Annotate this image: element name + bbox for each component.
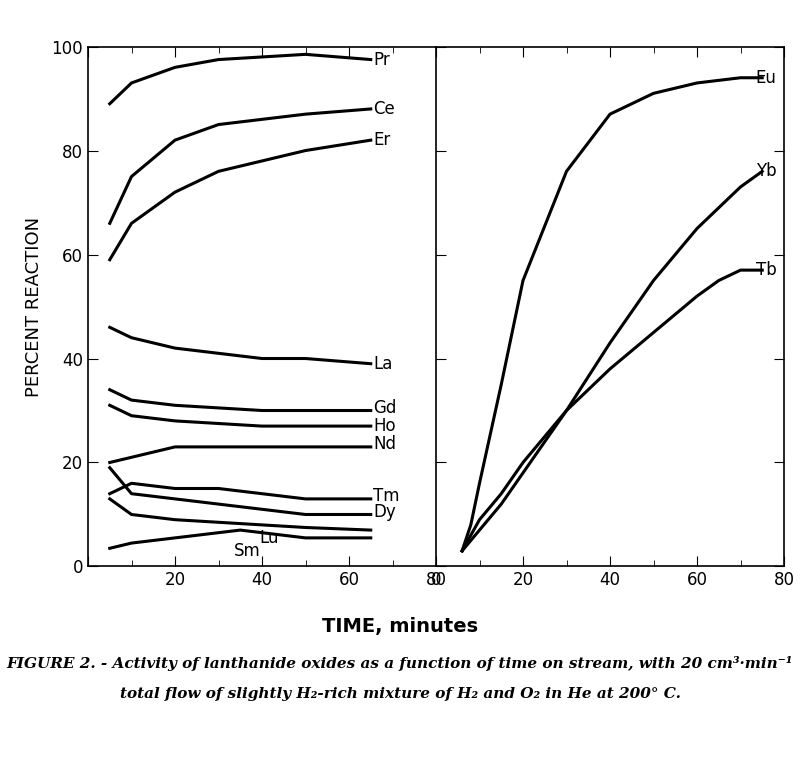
Text: La: La [373,355,392,372]
Y-axis label: PERCENT REACTION: PERCENT REACTION [25,217,43,397]
Text: Er: Er [373,131,390,149]
Text: Pr: Pr [373,50,390,68]
Text: Yb: Yb [756,162,776,180]
Text: Eu: Eu [756,69,777,87]
Text: Tm: Tm [373,487,399,505]
Text: Ce: Ce [373,100,394,118]
Text: Dy: Dy [373,503,396,521]
Text: total flow of slightly H₂-rich mixture of H₂ and O₂ in He at 200° C.: total flow of slightly H₂-rich mixture o… [119,687,681,701]
Text: Gd: Gd [373,399,396,417]
Text: Nd: Nd [373,435,396,453]
Text: Tb: Tb [756,262,777,279]
Text: TIME, minutes: TIME, minutes [322,617,478,636]
Text: Sm: Sm [234,542,261,559]
Text: FIGURE 2. - Activity of lanthanide oxides as a function of time on stream, with : FIGURE 2. - Activity of lanthanide oxide… [7,656,793,670]
Text: Lu: Lu [260,529,279,547]
Text: Ho: Ho [373,417,395,435]
